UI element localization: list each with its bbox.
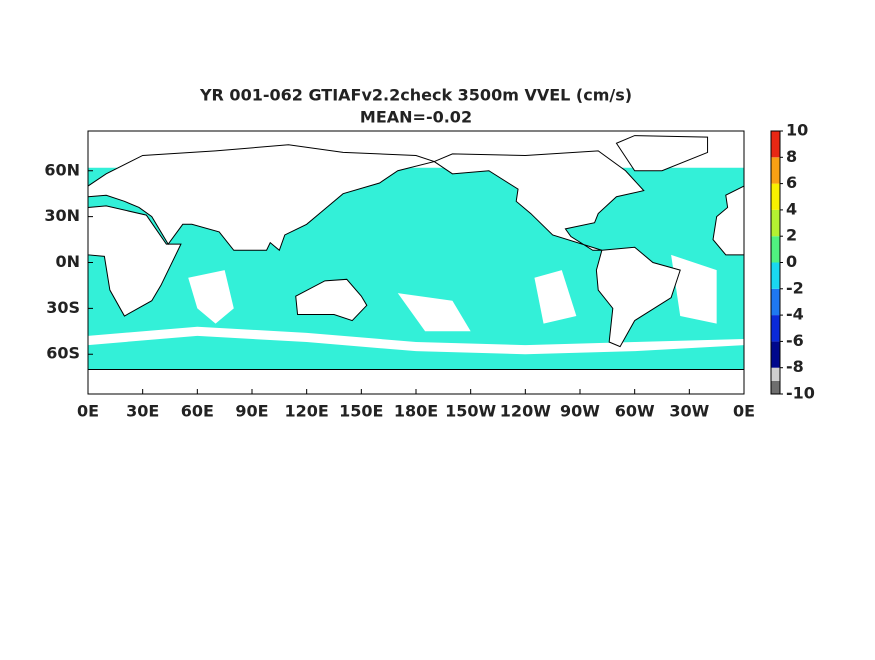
y-tick-label: 30N (44, 206, 80, 225)
x-tick-label: 60W (615, 402, 655, 421)
x-tick-label: 90E (235, 402, 268, 421)
colorbar-segment (771, 183, 780, 210)
x-tick-label: 0E (77, 402, 99, 421)
colorbar-segment (771, 288, 780, 316)
map (87, 130, 745, 395)
colorbar-tick-label: 0 (786, 252, 797, 271)
colorbar-tick-label: 4 (786, 199, 797, 218)
field-gap (88, 326, 744, 355)
colorbar-tick-label: -4 (786, 305, 804, 324)
colorbar-tick-label: 8 (786, 147, 797, 166)
field-gap (534, 270, 577, 324)
colorbar-tick-label: -6 (786, 331, 804, 350)
field-gap (397, 293, 471, 332)
colorbar-segment (771, 341, 780, 368)
coastline (595, 246, 681, 348)
y-tick-label: 60S (46, 344, 80, 363)
colorbar-segment (771, 380, 780, 394)
x-tick-label: 120E (285, 402, 329, 421)
colorbar-tick-label: 10 (786, 121, 808, 140)
field-gap (188, 270, 234, 324)
colorbar-segment (771, 131, 780, 158)
coastline (87, 144, 436, 252)
colorbar-segment (771, 157, 780, 184)
coastline (87, 205, 182, 317)
y-tick-label: 30S (46, 298, 80, 317)
subtitle: MEAN=-0.02 (360, 108, 472, 127)
coastline (433, 150, 645, 251)
colorbar-segment (771, 209, 780, 237)
colorbar-tick-label: -10 (786, 384, 815, 403)
colorbar-tick-label: -2 (786, 278, 804, 297)
x-tick-label: 150W (445, 402, 496, 421)
x-tick-label: 30W (669, 402, 709, 421)
y-tick-label: 60N (44, 160, 80, 179)
x-tick-label: 150E (339, 402, 383, 421)
colorbar-segment (771, 367, 780, 381)
x-tick-label: 30E (126, 402, 159, 421)
x-tick-label: 120W (500, 402, 551, 421)
title: YR 001-062 GTIAFv2.2check 3500m VVEL (cm… (199, 86, 632, 105)
colorbar-segment (771, 262, 780, 289)
x-tick-label: 60E (181, 402, 214, 421)
colorbar-tick-label: 2 (786, 226, 797, 245)
x-tick-label: 0E (733, 402, 755, 421)
colorbar-segment (771, 315, 780, 342)
colorbar-tick-label: -8 (786, 357, 804, 376)
coastline (615, 135, 709, 172)
colorbar-segment (771, 236, 780, 263)
coastline (712, 185, 745, 256)
field-gap (671, 254, 717, 324)
colorbar-tick-label: 6 (786, 173, 797, 192)
x-tick-label: 90W (560, 402, 600, 421)
coastline (295, 278, 368, 322)
x-tick-label: 180E (394, 402, 438, 421)
y-tick-label: 0N (55, 252, 80, 271)
